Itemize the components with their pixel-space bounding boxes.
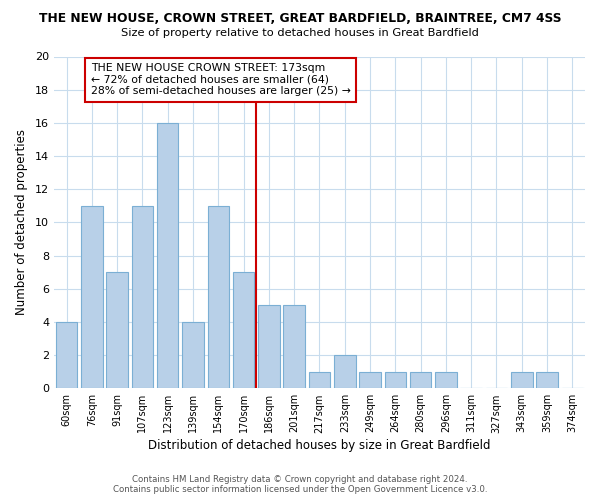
Y-axis label: Number of detached properties: Number of detached properties [15,130,28,316]
Bar [359,372,381,388]
Bar [81,206,103,388]
Bar [435,372,457,388]
Bar [106,272,128,388]
Text: THE NEW HOUSE, CROWN STREET, GREAT BARDFIELD, BRAINTREE, CM7 4SS: THE NEW HOUSE, CROWN STREET, GREAT BARDF… [39,12,561,26]
Bar [410,372,431,388]
Bar [182,322,204,388]
Bar [385,372,406,388]
Bar [309,372,330,388]
Text: Contains HM Land Registry data © Crown copyright and database right 2024.
Contai: Contains HM Land Registry data © Crown c… [113,474,487,494]
Bar [283,306,305,388]
Bar [536,372,558,388]
Bar [157,123,178,388]
Bar [56,322,77,388]
Text: Size of property relative to detached houses in Great Bardfield: Size of property relative to detached ho… [121,28,479,38]
Bar [511,372,533,388]
Bar [208,206,229,388]
Bar [334,355,356,388]
Text: THE NEW HOUSE CROWN STREET: 173sqm
← 72% of detached houses are smaller (64)
28%: THE NEW HOUSE CROWN STREET: 173sqm ← 72%… [91,63,350,96]
Bar [233,272,254,388]
Bar [131,206,153,388]
X-axis label: Distribution of detached houses by size in Great Bardfield: Distribution of detached houses by size … [148,440,491,452]
Bar [258,306,280,388]
